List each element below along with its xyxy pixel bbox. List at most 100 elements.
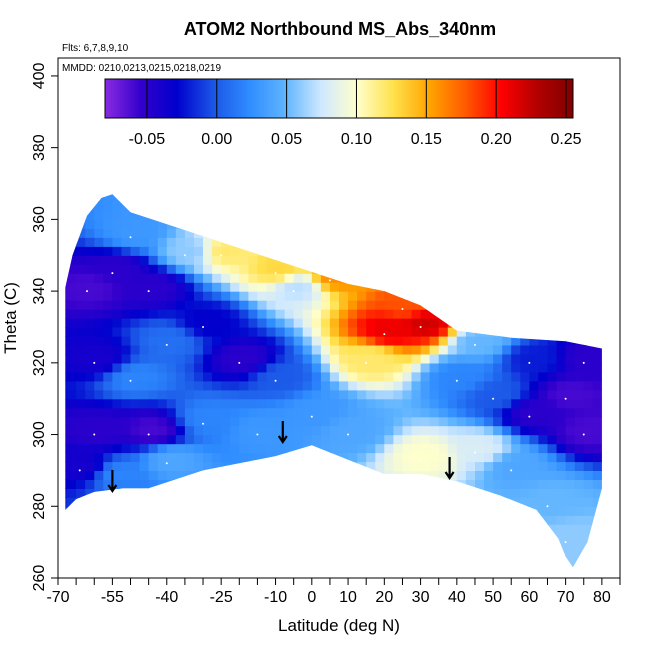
heatmap-cell [592, 380, 602, 391]
heatmap-cell [311, 551, 322, 561]
heatmap-cell [67, 237, 77, 247]
heatmap-cell [221, 515, 231, 525]
heatmap-cell [302, 362, 313, 373]
heatmap-cell [547, 371, 558, 382]
heatmap-cell [447, 219, 458, 229]
heatmap-cell [85, 353, 95, 364]
heatmap-cell [148, 246, 159, 256]
heatmap-cell [538, 219, 549, 229]
heatmap-cell [248, 551, 259, 561]
heatmap-cell [384, 569, 394, 579]
heatmap-cell [85, 362, 95, 373]
heatmap-cell [438, 362, 449, 373]
heatmap-cell [275, 380, 286, 391]
heatmap-cell [565, 255, 576, 265]
heatmap-cell [429, 371, 440, 382]
heatmap-cell [375, 560, 385, 568]
heatmap-cell [384, 452, 394, 463]
heatmap-cell [67, 551, 77, 561]
sample-point [582, 361, 585, 364]
heatmap-cell [212, 560, 222, 568]
heatmap-cell [239, 300, 249, 310]
heatmap-cell [203, 327, 213, 337]
heatmap-cell [139, 318, 150, 328]
heatmap-cell [366, 479, 376, 489]
heatmap-cell [175, 362, 186, 373]
sample-point [93, 433, 96, 436]
heatmap-cell [203, 344, 213, 355]
heatmap-cell [484, 353, 494, 364]
heatmap-cell [212, 335, 222, 346]
heatmap-cell [465, 425, 476, 436]
heatmap-cell [320, 219, 331, 229]
heatmap-cell [375, 282, 385, 292]
heatmap-cell [76, 515, 86, 525]
heatmap-cell [320, 434, 331, 445]
heatmap-cell [484, 318, 494, 328]
heatmap-cell [65, 219, 68, 229]
heatmap-cell [65, 443, 68, 454]
heatmap-cell [121, 533, 132, 543]
heatmap-cell [465, 282, 476, 292]
heatmap-cell [302, 506, 313, 516]
heatmap-cell [320, 300, 331, 310]
heatmap-cell [230, 470, 240, 480]
heatmap-cell [239, 255, 249, 265]
heatmap-cell [475, 443, 485, 454]
heatmap-cell [547, 434, 558, 445]
heatmap-cell [402, 416, 413, 427]
heatmap-cell [184, 194, 195, 203]
heatmap-cell [157, 201, 168, 211]
heatmap-cell [130, 255, 141, 265]
heatmap-cell [103, 228, 113, 238]
heatmap-cell [194, 407, 204, 418]
heatmap-cell [429, 461, 440, 471]
heatmap-cell [375, 488, 385, 498]
heatmap-cell [502, 219, 512, 229]
heatmap-cell [574, 398, 585, 409]
heatmap-cell [529, 452, 540, 463]
heatmap-cell [275, 488, 286, 498]
heatmap-cell [411, 542, 422, 552]
heatmap-cell [311, 309, 322, 319]
heatmap-cell [148, 327, 159, 337]
heatmap-cell [511, 309, 521, 319]
heatmap-cell [393, 524, 404, 534]
heatmap-cell [166, 434, 177, 445]
heatmap-cell [239, 282, 249, 292]
heatmap-cell [348, 184, 358, 194]
heatmap-cell [203, 228, 213, 238]
heatmap-cell [438, 309, 449, 319]
heatmap-cell [175, 291, 186, 301]
heatmap-cell [411, 335, 422, 346]
heatmap-cell [293, 291, 304, 301]
heatmap-cell [175, 219, 186, 229]
heatmap-cell [493, 219, 503, 229]
heatmap-cell [393, 201, 404, 211]
heatmap-cell [475, 273, 485, 283]
heatmap-cell [574, 246, 585, 256]
heatmap-cell [148, 416, 159, 427]
heatmap-cell [529, 515, 540, 525]
heatmap-cell [447, 452, 458, 463]
heatmap-cell [94, 560, 104, 568]
heatmap-cell [166, 380, 177, 391]
heatmap-cell [438, 470, 449, 480]
heatmap-cell [357, 470, 367, 480]
heatmap-cell [148, 228, 159, 238]
heatmap-cell [257, 497, 268, 507]
heatmap-cell [302, 246, 313, 256]
heatmap-cell [475, 291, 485, 301]
heatmap-cell [529, 506, 540, 516]
heatmap-cell [65, 515, 68, 525]
colorbar-tick-label: 0.15 [411, 131, 442, 148]
heatmap-cell [294, 569, 304, 579]
heatmap-cell [157, 273, 168, 283]
heatmap-cell [103, 335, 113, 346]
heatmap-cell [420, 210, 431, 220]
heatmap-cell [194, 291, 204, 301]
heatmap-cell [375, 524, 385, 534]
heatmap-cell [601, 300, 602, 310]
heatmap-cell [65, 551, 68, 561]
heatmap-cell [420, 264, 431, 274]
